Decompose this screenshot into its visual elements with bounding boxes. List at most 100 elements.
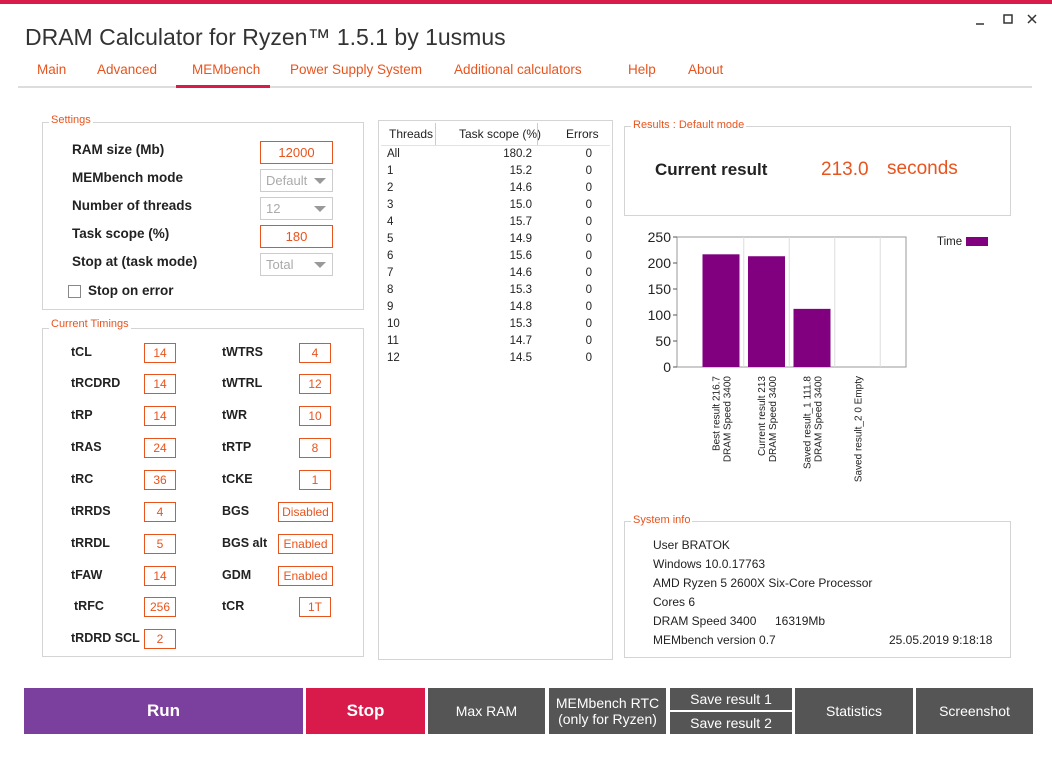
timing-label: tRP (71, 408, 93, 422)
y-tick-label: 50 (655, 333, 671, 349)
tab[interactable]: About (688, 62, 724, 77)
tab[interactable]: Additional calculators (454, 62, 582, 77)
button[interactable]: Max RAM (428, 688, 545, 734)
setting-dropdown[interactable]: Total (260, 253, 333, 276)
timing-value: 8 (299, 438, 331, 458)
timing-value: Disabled (278, 502, 333, 522)
table-cell: 9 (387, 301, 394, 313)
tab[interactable]: MEMbench (192, 62, 261, 77)
timing-value: 36 (144, 470, 176, 490)
timing-value: 1 (299, 470, 331, 490)
timing-label: GDM (222, 568, 252, 582)
setting-input[interactable]: 180 (260, 225, 333, 248)
timing-value: 256 (144, 597, 176, 617)
table-cell: 15.0 (509, 199, 532, 211)
table-cell: 12 (387, 352, 400, 364)
x-tick-label: Saved result_1 111.8 (803, 376, 814, 469)
bar (748, 256, 785, 367)
table-cell: 15.7 (509, 216, 532, 228)
button-label: Statistics (825, 703, 882, 719)
timing-label: tRAS (71, 440, 102, 454)
setting-input[interactable]: 12000 (260, 141, 333, 164)
timing-label: tRRDL (71, 536, 110, 550)
y-tick-label: 200 (648, 255, 672, 271)
close-button[interactable] (1027, 14, 1037, 24)
header-separator (381, 145, 610, 146)
button-label: Save result 2 (690, 715, 772, 731)
system-info-title: System info (631, 514, 693, 526)
timing-label: tCL (71, 345, 92, 359)
table-cell: 14.6 (509, 182, 532, 194)
table-cell: 15.2 (509, 165, 532, 177)
timing-value: 4 (299, 343, 331, 363)
tab[interactable]: Main (37, 62, 67, 77)
timing-value: Enabled (278, 566, 333, 586)
tab[interactable]: Help (628, 62, 656, 77)
bar (793, 308, 831, 367)
table-cell: 6 (387, 250, 394, 262)
bar (702, 254, 740, 367)
timing-label: tRFC (74, 599, 104, 613)
table-cell: 0 (585, 318, 592, 330)
button[interactable]: MEMbench RTC (only for Ryzen) (549, 688, 666, 734)
table-cell: 0 (585, 216, 592, 228)
y-tick-label: 150 (648, 281, 672, 297)
table-cell: 3 (387, 199, 394, 211)
table-cell: 0 (585, 335, 592, 347)
timing-value: 5 (144, 534, 176, 554)
table-cell: 0 (585, 182, 592, 194)
button-label: Run (146, 701, 181, 720)
setting-label: Number of threads (72, 198, 193, 213)
timing-label: tWR (222, 408, 247, 422)
timing-label: BGS alt (222, 536, 268, 550)
timing-value: 1T (299, 597, 331, 617)
table-cell: 0 (585, 165, 592, 177)
timing-label: tWTRS (222, 345, 263, 359)
dropdown-arrow (314, 178, 326, 184)
button-label: Save result 1 (690, 691, 772, 707)
setting-dropdown[interactable]: 12 (260, 197, 333, 220)
button-label: MEMbench RTC (555, 695, 660, 711)
timing-value: 14 (144, 343, 176, 363)
button-label: Stop (346, 701, 385, 720)
tab[interactable]: Power Supply System (290, 62, 423, 77)
setting-label: Task scope (%) (72, 226, 170, 241)
button[interactable]: Statistics (795, 688, 913, 734)
x-tick-label: Current result 213 (757, 376, 768, 456)
timing-label: BGS (222, 504, 250, 518)
table-cell: 8 (387, 284, 394, 296)
table-cell: 0 (585, 233, 592, 245)
button[interactable]: Save result 2 (670, 712, 792, 734)
button[interactable]: Run (24, 688, 303, 734)
button[interactable]: Stop (306, 688, 425, 734)
checkbox[interactable] (68, 285, 81, 298)
table-cell: 14.7 (509, 335, 532, 347)
threads-box (378, 120, 613, 660)
setting-label: MEMbench mode (72, 170, 184, 185)
x-tick-label: DRAM Speed 3400 (723, 376, 734, 463)
tab-divider (18, 86, 1032, 88)
table-header: Task scope (%) (459, 127, 542, 141)
table-cell: 1 (387, 165, 394, 177)
results-box (624, 126, 1011, 216)
x-tick-label: Saved result_2 0 Empty (854, 376, 865, 482)
timing-value: 4 (144, 502, 176, 522)
table-cell: 0 (585, 267, 592, 279)
y-tick-label: 0 (663, 359, 671, 375)
setting-dropdown[interactable]: Default (260, 169, 333, 192)
dropdown-arrow (314, 206, 326, 212)
timing-label: tRRDS (71, 504, 111, 518)
system-info-box (624, 521, 1011, 658)
table-cell: 4 (387, 216, 394, 228)
button[interactable]: Screenshot (916, 688, 1033, 734)
x-tick-label: Best result 216.7 (712, 376, 723, 451)
result-unit: seconds (887, 158, 958, 179)
table-cell: 7 (387, 267, 394, 279)
maximize-button[interactable] (1003, 14, 1013, 24)
button[interactable]: Save result 1 (670, 688, 792, 710)
tab[interactable]: Advanced (97, 62, 158, 77)
timing-value: Enabled (278, 534, 333, 554)
table-cell: 0 (585, 301, 592, 313)
timing-value: 24 (144, 438, 176, 458)
